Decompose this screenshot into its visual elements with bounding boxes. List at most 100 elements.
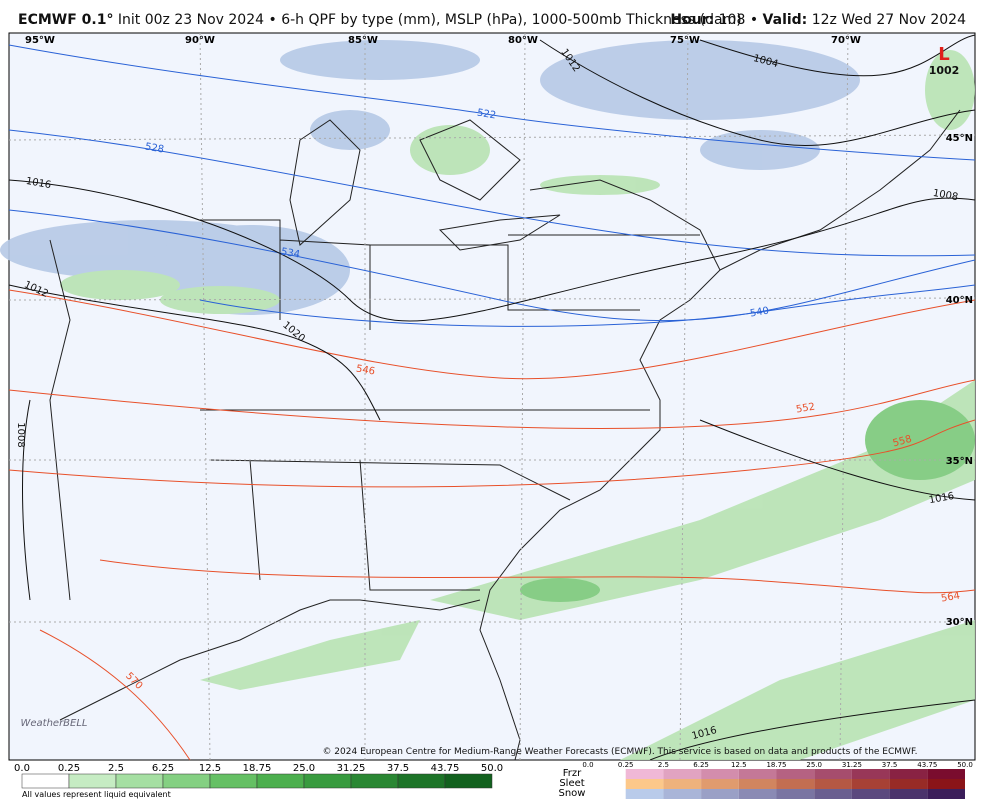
type-swatch [738, 789, 777, 799]
model: ECMWF 0.1° [18, 12, 114, 28]
legend-tick: 37.5 [387, 763, 409, 774]
latitude-label: 30°N [946, 617, 973, 628]
type-swatch [776, 789, 815, 799]
longitude-label: 80°W [508, 35, 538, 46]
type-swatch [889, 769, 928, 779]
isobars [8, 34, 976, 761]
precip [0, 40, 975, 760]
thickness-label: 552 [795, 401, 816, 415]
legend-swatch [397, 773, 446, 789]
longitude-label: 95°W [25, 35, 55, 46]
thickness-label: 546 [355, 363, 376, 377]
type-swatch [927, 789, 965, 799]
low-symbol: L [938, 44, 949, 65]
thickness-label: 528 [144, 141, 165, 155]
longitude-label: 90°W [185, 35, 215, 46]
type-swatch [927, 779, 965, 789]
legend-tick: 18.75 [243, 763, 272, 774]
isobar-label: 1008 [15, 422, 26, 447]
thickness-label: 558 [892, 434, 913, 450]
legend-tick: 18.75 [766, 761, 786, 769]
type-swatch [701, 769, 739, 779]
legend-swatch [21, 773, 70, 789]
latitude-label: 40°N [946, 295, 973, 306]
type-swatch [927, 769, 965, 779]
legend-tick: 6.25 [152, 763, 174, 774]
legend-tick: 12.5 [731, 761, 747, 769]
precip-type: Snow [559, 788, 586, 799]
header: ECMWF 0.1° Init 00z 23 Nov 2024 • 6-h QP… [18, 12, 742, 28]
legend-tick: 50.0 [481, 763, 503, 774]
type-swatch [851, 779, 890, 789]
precip-type: Sleet [559, 778, 584, 789]
thickness-label: 564 [940, 590, 961, 604]
isobar-label: 1016 [25, 176, 52, 191]
legend-tick: 25.0 [293, 763, 315, 774]
coastlines [49, 109, 961, 761]
logo: WeatherBELL [20, 718, 87, 729]
legend-note: All values represent liquid equivalent [22, 790, 171, 799]
valid-label: Valid: [762, 12, 808, 28]
legend-tick: 0.25 [618, 761, 634, 769]
type-swatch [814, 779, 852, 789]
valid: 12z Wed 27 Nov 2024 [811, 12, 966, 28]
type-swatch [625, 779, 664, 789]
type-swatch [701, 789, 739, 799]
thickness-label: 522 [476, 107, 497, 121]
latitude-label: 45°N [946, 133, 973, 144]
legend-swatch [444, 773, 493, 789]
sep: • [749, 12, 759, 28]
type-swatch [738, 779, 777, 789]
product: 6-h QPF by type (mm), MSLP (hPa), 1000-5… [281, 12, 742, 28]
legend-tick: 37.5 [882, 761, 898, 769]
legend-swatch [256, 773, 305, 789]
thickness-label: 534 [280, 246, 301, 260]
header-right: Hour: 108 • Valid: 12z Wed 27 Nov 2024 [670, 12, 966, 28]
precip-type: Frzr [563, 768, 582, 779]
legend-tick: 43.75 [917, 761, 937, 769]
type-swatch [889, 789, 928, 799]
longitude-label: 75°W [670, 35, 700, 46]
hour-label: Hour: [670, 12, 715, 28]
type-swatch [625, 789, 664, 799]
legend-tick: 2.5 [658, 761, 669, 769]
legend-tick: 0.25 [58, 763, 80, 774]
longitude-label: 85°W [348, 35, 378, 46]
type-swatch [663, 779, 702, 789]
isobar-label: 1008 [932, 188, 959, 203]
low-pressure: 1002 [929, 64, 960, 77]
hour: 108 [718, 12, 746, 28]
legend-swatch [115, 773, 164, 789]
legend-swatch [303, 773, 352, 789]
thickness-cold [8, 44, 976, 327]
type-swatch [663, 769, 702, 779]
legend-tick: 31.25 [842, 761, 862, 769]
type-swatch [625, 769, 664, 779]
copyright: © 2024 European Centre for Medium-Range … [322, 747, 917, 757]
type-swatch [776, 769, 815, 779]
legend-tick: 6.25 [693, 761, 709, 769]
legend-swatch [162, 773, 211, 789]
type-swatch [738, 769, 777, 779]
legend-tick: 25.0 [806, 761, 822, 769]
legend-tick: 2.5 [108, 763, 124, 774]
type-swatch [889, 779, 928, 789]
graticule [8, 32, 976, 761]
legend-swatch [209, 773, 258, 789]
type-swatch [701, 779, 739, 789]
legend-tick: 0.0 [14, 763, 30, 774]
legend-tick: 50.0 [957, 761, 973, 769]
type-swatch [776, 779, 815, 789]
legend-swatch [68, 773, 117, 789]
type-swatch [663, 789, 702, 799]
type-swatch [851, 789, 890, 799]
type-swatch [851, 769, 890, 779]
sep: • [268, 12, 277, 28]
isobar-label: 1016 [928, 491, 955, 506]
legend-tick: 0.0 [582, 761, 593, 769]
legend-tick: 43.75 [431, 763, 460, 774]
longitude-label: 70°W [831, 35, 861, 46]
thickness-label: 540 [749, 305, 770, 319]
